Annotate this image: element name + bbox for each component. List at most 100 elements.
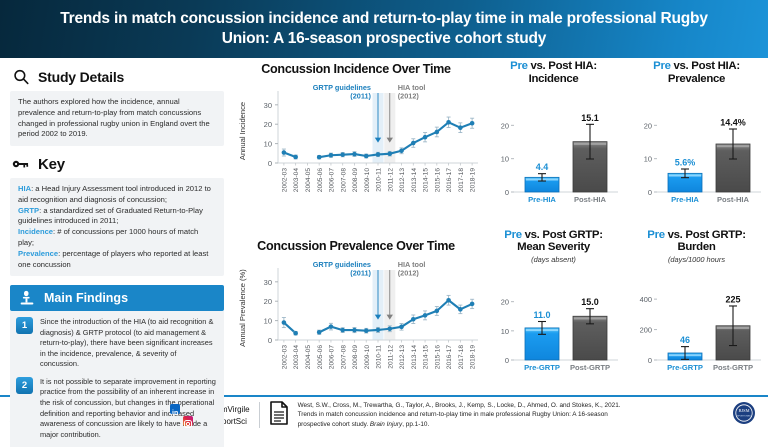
incidence-chart-block: Concussion Incidence Over Time 0 10 20 30 An… bbox=[234, 62, 478, 215]
citation-journal: Brain Injury bbox=[369, 420, 403, 428]
poster-header: Trends in match concussion incidence and… bbox=[0, 0, 768, 58]
svg-text:Pre-GRTP: Pre-GRTP bbox=[667, 363, 703, 372]
svg-text:2018-19: 2018-19 bbox=[470, 345, 477, 370]
svg-text:200: 200 bbox=[640, 326, 652, 335]
main-findings-title: Main Findings bbox=[44, 291, 129, 306]
incidence-line-chart: 0 10 20 30 Annual Incidence 2002-03 2003-04 200… bbox=[234, 77, 482, 215]
svg-text:20: 20 bbox=[264, 297, 272, 306]
finding-text: Since the introduction of the HIA (to ai… bbox=[40, 317, 214, 369]
svg-text:10: 10 bbox=[501, 327, 509, 336]
svg-text:HIA tool: HIA tool bbox=[398, 260, 426, 269]
finding-number: 1 bbox=[16, 317, 33, 335]
hia-incidence-title: Pre vs. Post HIA: Incidence bbox=[484, 60, 623, 86]
svg-text:2009-10: 2009-10 bbox=[364, 168, 371, 193]
key-entry: GRTP: a standardized set of Graduated Re… bbox=[18, 206, 216, 228]
key-definition: : # of concussions per 1000 hours of mat… bbox=[18, 227, 199, 248]
main-findings-panel: 1 Since the introduction of the HIA (to … bbox=[10, 311, 224, 447]
grtp-severity-subtitle: (days absent) bbox=[531, 255, 576, 265]
svg-text:2012-13: 2012-13 bbox=[399, 345, 406, 370]
instagram-icon[interactable] bbox=[183, 416, 194, 429]
prevalence-chart-block: Concussion Prevalence Over Time 0 10 20 30 A… bbox=[234, 239, 478, 392]
svg-text:20: 20 bbox=[501, 298, 509, 307]
citation-text: West, S.W., Cross, M., Trewartha, G., Ta… bbox=[298, 401, 628, 429]
study-details-title: Study Details bbox=[38, 69, 125, 85]
svg-text:BJSM: BJSM bbox=[739, 408, 750, 413]
key-term: HIA bbox=[18, 184, 32, 194]
svg-text:46: 46 bbox=[680, 335, 690, 345]
svg-text:0: 0 bbox=[268, 336, 272, 345]
svg-text:20: 20 bbox=[264, 120, 272, 129]
main-findings-heading: Main Findings bbox=[10, 285, 224, 312]
title-pre-word: Pre bbox=[647, 228, 665, 241]
svg-text:2002-03: 2002-03 bbox=[281, 345, 288, 370]
svg-text:2009-10: 2009-10 bbox=[364, 345, 371, 370]
svg-text:GRTP guidelines: GRTP guidelines bbox=[313, 83, 371, 92]
grtp-burden-subtitle: (days/1000 hours bbox=[667, 255, 726, 265]
svg-text:2010-11: 2010-11 bbox=[376, 345, 383, 369]
hia-prevalence-chart-block: Pre vs. Post HIA: Prevalence 0 10 20 5.6% Pr… bbox=[625, 58, 768, 226]
svg-text:2007-08: 2007-08 bbox=[340, 345, 347, 370]
svg-text:Annual Incidence: Annual Incidence bbox=[238, 102, 247, 160]
linkedin-icon[interactable]: in bbox=[170, 404, 181, 417]
svg-text:0: 0 bbox=[505, 188, 509, 197]
svg-text:2007-08: 2007-08 bbox=[340, 168, 347, 193]
citation-part2: , pp.1-10. bbox=[402, 420, 430, 428]
key-entry: HIA: a Head Injury Assessment tool intro… bbox=[18, 184, 216, 206]
key-term: Incidence bbox=[18, 227, 54, 237]
citation-part1: West, S.W., Cross, M., Trewartha, G., Ta… bbox=[297, 401, 621, 428]
hia-prevalence-bar-chart: 0 10 20 5.6% Pre-HIA 14.4% Post-HIA bbox=[627, 86, 766, 214]
svg-text:Post-HIA: Post-HIA bbox=[717, 195, 750, 204]
svg-text:2008-09: 2008-09 bbox=[352, 345, 359, 370]
finding-number: 2 bbox=[16, 376, 33, 394]
svg-text:2017-18: 2017-18 bbox=[458, 345, 465, 370]
study-details-heading: Study Details bbox=[12, 68, 224, 86]
search-icon bbox=[12, 68, 30, 86]
title-pre-word: Pre bbox=[504, 228, 522, 241]
prevalence-line-chart: 0 10 20 30 Annual Prevalence (%) 2002-03 2003-… bbox=[234, 254, 482, 392]
hia-incidence-chart-block: Pre vs. Post HIA: Incidence 0 10 20 4.4 Pre-… bbox=[482, 58, 625, 226]
key-definition: : a Head Injury Assessment tool introduc… bbox=[18, 184, 211, 204]
svg-text:2010-11: 2010-11 bbox=[376, 168, 383, 192]
svg-text:Pre-HIA: Pre-HIA bbox=[671, 195, 699, 204]
grtp-severity-title: Pre vs. Post GRTP: Mean Severity bbox=[484, 229, 623, 255]
key-definition: : percentage of players who reported at … bbox=[18, 248, 209, 269]
svg-text:2011-12: 2011-12 bbox=[387, 168, 394, 192]
svg-text:2017-18: 2017-18 bbox=[458, 168, 465, 193]
svg-text:(2011): (2011) bbox=[350, 92, 371, 101]
study-details-text: The authors explored how the incidence, … bbox=[18, 97, 210, 139]
svg-text:0: 0 bbox=[648, 188, 652, 197]
svg-text:2015-16: 2015-16 bbox=[434, 345, 441, 370]
key-entry: Prevalence: percentage of players who re… bbox=[18, 249, 216, 271]
title-rest: vs. Post HIA: bbox=[670, 60, 740, 72]
svg-text:2005-06: 2005-06 bbox=[317, 168, 324, 193]
main-finding-item: 2 It is not possible to separate improve… bbox=[16, 376, 216, 440]
svg-text:Annual Prevalence (%): Annual Prevalence (%) bbox=[238, 269, 247, 347]
svg-text:2003-04: 2003-04 bbox=[293, 168, 300, 193]
finding-text: It is not possible to separate improveme… bbox=[40, 376, 216, 439]
svg-text:15.1: 15.1 bbox=[581, 112, 599, 122]
svg-text:2006-07: 2006-07 bbox=[329, 168, 336, 193]
svg-text:5.6%: 5.6% bbox=[675, 157, 696, 167]
svg-text:in: in bbox=[172, 410, 178, 417]
svg-text:14.4%: 14.4% bbox=[720, 117, 746, 127]
page-title: Trends in match concussion incidence and… bbox=[60, 9, 708, 47]
svg-text:2004-05: 2004-05 bbox=[305, 345, 312, 370]
poster-body: Study Details The authors explored how t… bbox=[0, 58, 768, 447]
svg-text:2002-03: 2002-03 bbox=[281, 168, 288, 193]
svg-text:2015-16: 2015-16 bbox=[434, 168, 441, 193]
title-line2: Burden bbox=[677, 241, 716, 254]
svg-text:(2012): (2012) bbox=[398, 269, 420, 278]
key-panel: HIA: a Head Injury Assessment tool intro… bbox=[10, 178, 224, 277]
svg-text:10: 10 bbox=[264, 140, 272, 149]
svg-text:10: 10 bbox=[501, 154, 509, 163]
svg-text:Pre-HIA: Pre-HIA bbox=[528, 195, 556, 204]
title-pre-word: Pre bbox=[510, 60, 528, 72]
key-entry: Incidence: # of concussions per 1000 hou… bbox=[18, 227, 216, 249]
svg-text:2013-14: 2013-14 bbox=[411, 168, 418, 193]
svg-text:(2011): (2011) bbox=[350, 269, 371, 278]
svg-text:2012-13: 2012-13 bbox=[399, 168, 406, 193]
svg-text:2011-12: 2011-12 bbox=[387, 345, 394, 369]
svg-text:10: 10 bbox=[644, 154, 652, 163]
svg-text:2016-17: 2016-17 bbox=[446, 168, 453, 193]
